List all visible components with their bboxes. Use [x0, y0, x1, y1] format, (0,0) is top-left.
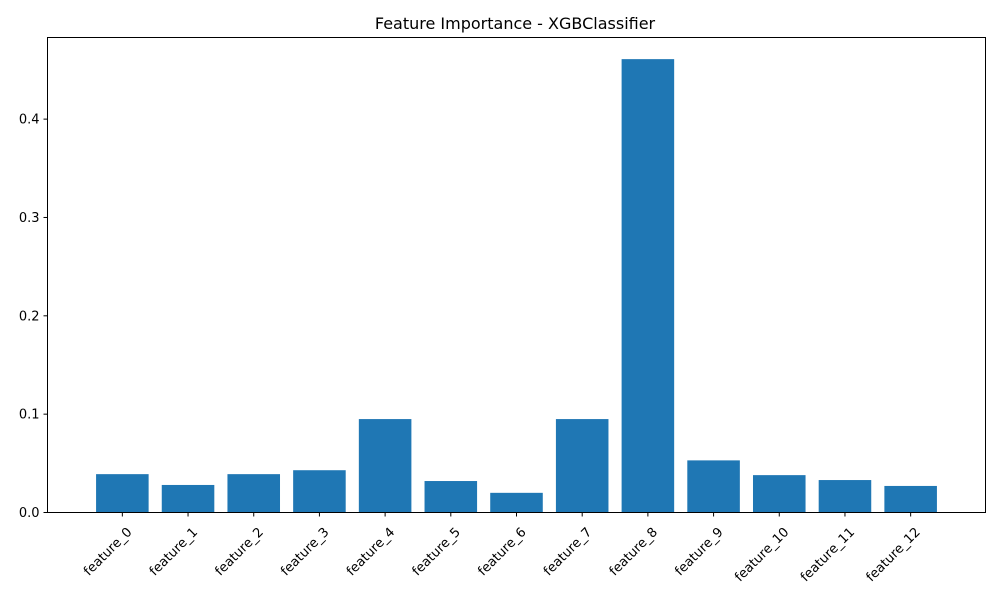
x-tick-label: feature_6	[475, 525, 529, 579]
y-tick-label: 0.1	[19, 408, 40, 423]
bar-feature_1	[161, 484, 215, 513]
x-tick-label: feature_3	[278, 525, 332, 579]
y-tick-label: 0.3	[19, 211, 40, 226]
bar-feature_9	[687, 460, 740, 513]
x-tick-label: feature_5	[410, 525, 464, 579]
x-tick-label: feature_4	[344, 525, 398, 579]
x-tick-label: feature_1	[147, 525, 201, 579]
y-axis-ticks: 0.0 0.1 0.2 0.3 0.4	[19, 113, 48, 521]
bar-feature_5	[424, 481, 478, 513]
x-tick-label: feature_8	[607, 525, 661, 579]
bar-feature_10	[752, 475, 806, 513]
x-tick-label: feature_10	[732, 525, 792, 585]
bar-feature_7	[555, 419, 609, 513]
y-tick-label: 0.0	[19, 506, 40, 521]
bar-feature_2	[227, 474, 281, 513]
bar-feature_3	[293, 470, 346, 513]
x-tick-label: feature_0	[81, 525, 135, 579]
x-tick-label: feature_2	[213, 525, 267, 579]
bars-group	[96, 59, 937, 513]
x-tick-label: feature_12	[864, 525, 924, 585]
x-tick-label: feature_11	[798, 525, 858, 585]
y-tick-label: 0.2	[19, 309, 40, 324]
plot-frame	[47, 37, 986, 513]
x-axis-ticks: feature_0 feature_1 feature_2 feature_3 feat…	[81, 512, 924, 585]
bar-feature_8	[621, 59, 675, 513]
bar-feature_11	[818, 480, 872, 513]
bar-feature_6	[490, 492, 543, 513]
bar-feature_0	[96, 474, 149, 513]
bar-feature_4	[358, 419, 412, 513]
chart-title: Feature Importance - XGBClassifier	[375, 14, 656, 33]
bar-feature_12	[884, 485, 937, 513]
x-tick-label: feature_7	[541, 525, 595, 579]
x-tick-label: feature_9	[672, 525, 726, 579]
y-tick-label: 0.4	[19, 113, 40, 128]
